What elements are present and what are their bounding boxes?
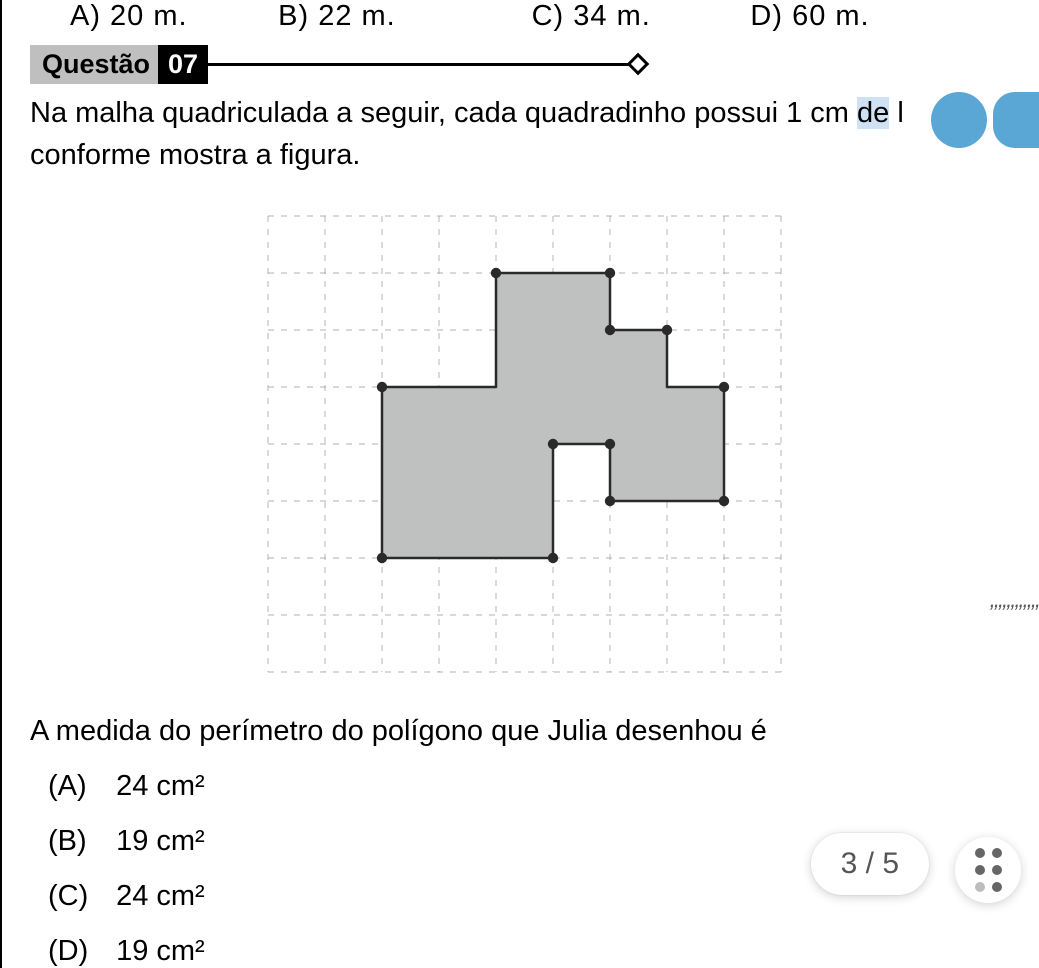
- option-letter: (A): [48, 770, 108, 803]
- grid-polygon-figure: [248, 196, 801, 692]
- prompt-text-1b: l: [889, 97, 904, 129]
- question-prompt: Na malha quadriculada a seguir, cada qua…: [30, 92, 1019, 176]
- question-number: 07: [158, 45, 208, 84]
- diamond-icon: [627, 53, 650, 76]
- option-text: 19 cm²: [116, 825, 205, 857]
- option-a[interactable]: (A) 24 cm²: [48, 770, 1019, 803]
- decorative-shape-circle: [931, 92, 987, 148]
- page-content: A) 20 m. B) 22 m. C) 34 m. D) 60 m. Ques…: [0, 0, 1039, 968]
- previous-question-options-cutoff: A) 20 m. B) 22 m. C) 34 m. D) 60 m.: [30, 0, 1019, 37]
- question-ask: A medida do perímetro do polígono que Ju…: [30, 715, 1019, 748]
- drag-handle-icon[interactable]: [955, 837, 1021, 903]
- prompt-text-1: Na malha quadriculada a seguir, cada qua…: [30, 97, 857, 129]
- option-text: 24 cm²: [116, 770, 205, 802]
- figure-container: [30, 196, 1019, 697]
- prompt-highlight: de: [857, 97, 889, 129]
- option-letter: (C): [48, 880, 108, 913]
- option-text: 19 cm²: [116, 935, 205, 967]
- option-text: 24 cm²: [116, 880, 205, 912]
- option-letter: (D): [48, 935, 108, 968]
- question-label: Questão: [30, 45, 158, 84]
- decorative-dashes: ,,,,,,,,,,,,: [990, 587, 1039, 613]
- prompt-text-2: conforme mostra a figura.: [30, 139, 360, 171]
- question-header: Questão 07: [30, 45, 1019, 84]
- header-rule-line: [208, 63, 638, 66]
- page-indicator[interactable]: 3 / 5: [811, 833, 929, 895]
- decorative-shape-pill: [993, 92, 1039, 148]
- option-d[interactable]: (D) 19 cm²: [48, 935, 1019, 968]
- option-letter: (B): [48, 825, 108, 858]
